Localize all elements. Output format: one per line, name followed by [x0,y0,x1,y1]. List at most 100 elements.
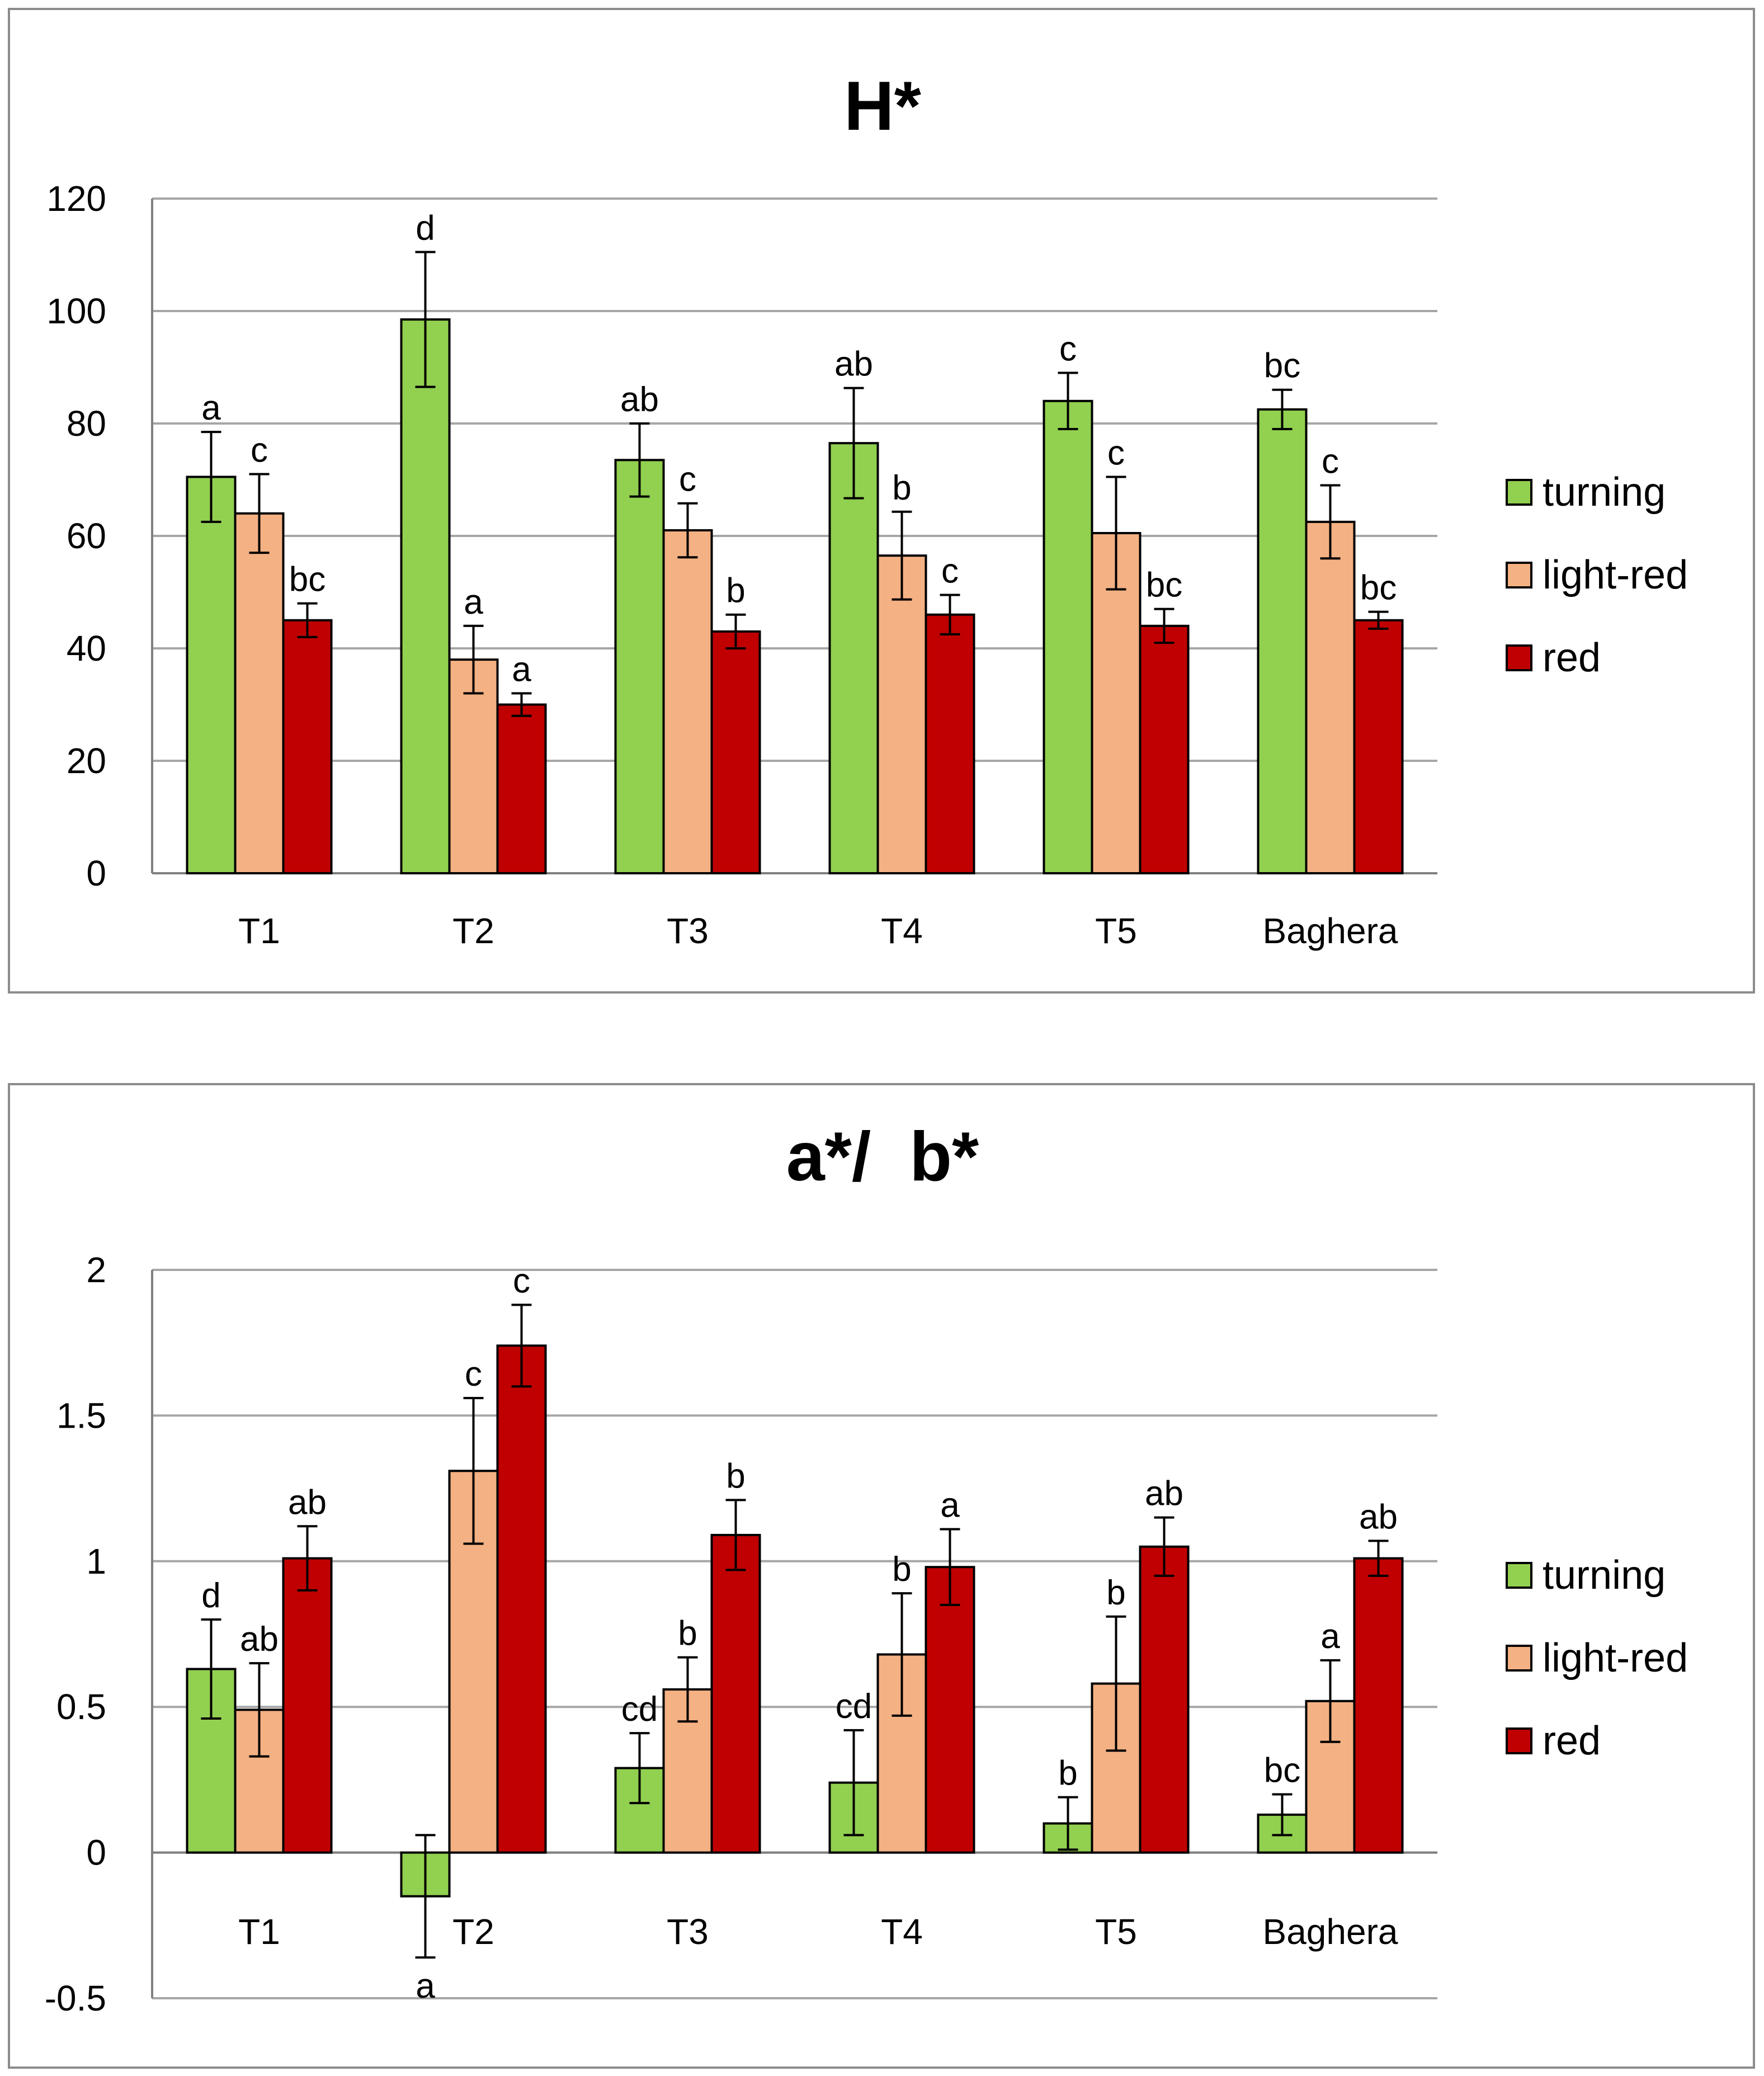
legend-swatch-red [1506,1727,1532,1754]
legend-swatch-red [1506,644,1532,671]
significance-letter: c [679,460,696,499]
x-category-label: T1 [238,1912,280,1952]
bar-red [282,1557,333,1854]
bar-light-red [234,512,285,874]
legend-label: turning [1543,470,1666,515]
y-tick-label: 1.5 [56,1395,106,1435]
significance-letter: d [416,209,435,247]
bar-red [710,630,761,874]
bar-red [1353,619,1404,874]
bar-red [925,1566,975,1854]
bar-red [282,619,333,874]
significance-letter: b [1106,1574,1125,1612]
h-star-chart-panel: H* 0 20 40 60 80 100 120 T1 a c bc T2 d a a T3 ab c b T4 ab… [8,8,1755,994]
significance-letter: ab [834,345,873,384]
significance-letter: a [201,389,221,427]
ab-ratio-chart: a*/ b* -0.500.511.52 T1dababT2accT3cdbbT… [45,1118,1688,2018]
significance-letter: bc [1360,569,1397,608]
y-tick-label: 80 [67,403,106,444]
significance-letter: a [512,650,531,689]
y-tick-label: 40 [67,628,106,669]
y-tick-label: 100 [46,291,106,331]
legend-label: red [1543,1719,1601,1763]
x-category-label: T3 [667,911,709,951]
bar-turning [400,318,451,874]
significance-letter: a [416,1967,435,2006]
y-tick-label: 60 [67,516,106,556]
significance-letter: bc [1264,1751,1300,1790]
legend-swatch-turning [1506,479,1532,506]
x-category-label: Baghera [1263,911,1398,951]
bar-turning [1043,399,1093,874]
x-category-label: T3 [667,1912,709,1952]
legend-swatch-light-red [1506,562,1532,589]
legend: turning light-red red [1506,1553,1688,1763]
significance-letter: a [464,583,483,622]
significance-letter: c [941,552,959,591]
x-category-label: T1 [238,911,280,951]
significance-letter: cd [621,1690,658,1729]
y-tick-label: 120 [46,178,106,219]
significance-letter: ab [288,1483,327,1522]
chart-title: a*/ b* [786,1118,979,1195]
bar-turning [828,442,879,874]
significance-letter: cd [836,1687,872,1726]
bar-red [1139,1545,1190,1854]
x-category-label: T5 [1095,1912,1137,1952]
legend-label: red [1543,635,1601,680]
significance-letter: c [1107,434,1125,472]
significance-letter: bc [1264,347,1300,385]
significance-letter: b [678,1614,697,1653]
bar-turning [186,476,237,874]
significance-letter: ab [1145,1475,1183,1513]
x-category-label: T4 [881,911,923,951]
x-category-label: T2 [452,1912,494,1952]
x-category-label: T4 [881,1912,923,1952]
chart-title: H* [844,68,922,145]
bar-red [925,613,975,874]
significance-letter: a [940,1486,960,1525]
ab-ratio-chart-panel: a*/ b* -0.5 0 0.5 1 1.5 2 T1 d ab ab T2 a c c T3 cd b b T… [8,1083,1755,2069]
significance-letter: b [1058,1754,1077,1793]
significance-letter: b [726,572,745,610]
significance-letter: a [1320,1617,1340,1656]
y-tick-label: -0.5 [45,1978,106,2018]
y-tick-label: 0.5 [56,1687,106,1727]
x-category-label: Baghera [1263,1912,1398,1952]
significance-letter: ab [1359,1498,1398,1536]
significance-letter: b [726,1457,745,1495]
legend-swatch-light-red [1506,1645,1532,1672]
significance-letter: c [1059,330,1077,369]
bar-light-red [662,529,713,874]
bar-red [496,703,547,874]
significance-letter: c [251,431,268,469]
legend-label: turning [1543,1553,1666,1598]
significance-letter: ab [620,380,659,419]
bar-red [710,1533,761,1854]
significance-letter: b [892,469,911,507]
significance-letter: bc [1146,566,1182,605]
bar-red [1353,1557,1404,1854]
significance-letter: c [1322,442,1339,481]
bar-turning [614,459,665,874]
bar-light-red [1305,520,1356,874]
legend-label: light-red [1543,1636,1688,1680]
y-tick-label: 20 [67,741,106,781]
x-category-label: T2 [452,911,494,951]
bar-red [496,1344,547,1854]
y-tick-label: 2 [86,1250,106,1290]
significance-letter: d [201,1576,220,1615]
significance-letter: bc [289,561,326,599]
significance-letter: b [892,1550,911,1589]
bar-red [1139,624,1190,875]
significance-letter: c [513,1261,530,1300]
legend-swatch-turning [1506,1562,1532,1589]
significance-letter: ab [240,1620,279,1659]
bar-light-red [876,554,927,874]
y-tick-label: 0 [86,853,106,893]
significance-letter: c [465,1355,482,1394]
bar-turning [1257,408,1308,874]
legend: turning light-red red [1506,470,1688,680]
y-tick-label: 1 [86,1541,106,1581]
